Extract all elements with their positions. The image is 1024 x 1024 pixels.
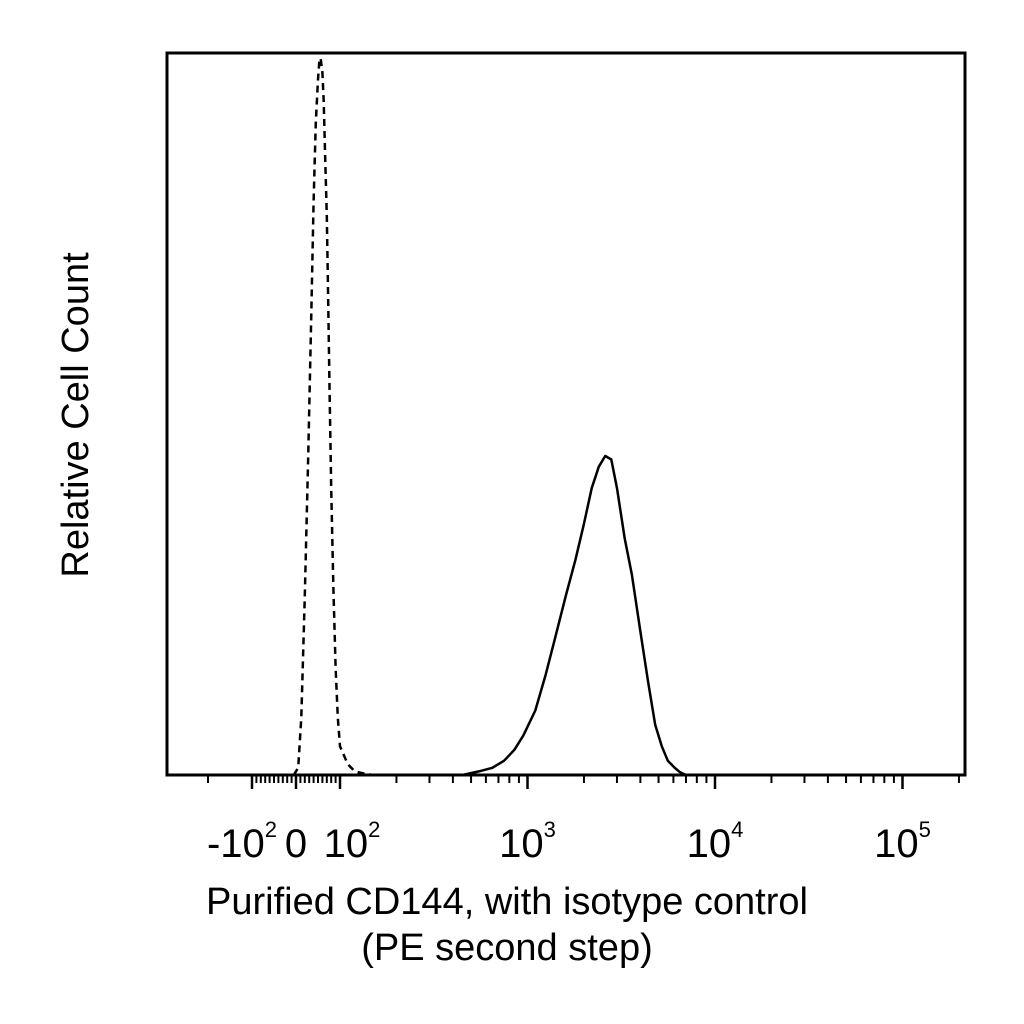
x-axis-label-line1: Purified CD144, with isotype control [206, 881, 808, 923]
plot-frame [165, 51, 967, 777]
x-tick-label: 104 [687, 817, 744, 866]
y-axis-label: Relative Cell Count [55, 252, 97, 578]
x-axis-label-line2: (PE second step) [361, 927, 652, 969]
x-tick-label: 105 [874, 817, 931, 866]
x-tick-label: -102 [207, 817, 277, 866]
x-tick-label: 0 [285, 822, 307, 866]
x-axis: -102 0 102 103 104 105 [207, 775, 960, 866]
series-layer [292, 56, 687, 777]
cd144-histogram [462, 454, 687, 777]
x-tick-label: 102 [324, 817, 381, 866]
isotype-control-histogram [292, 56, 374, 777]
x-tick-label: 103 [499, 817, 556, 866]
